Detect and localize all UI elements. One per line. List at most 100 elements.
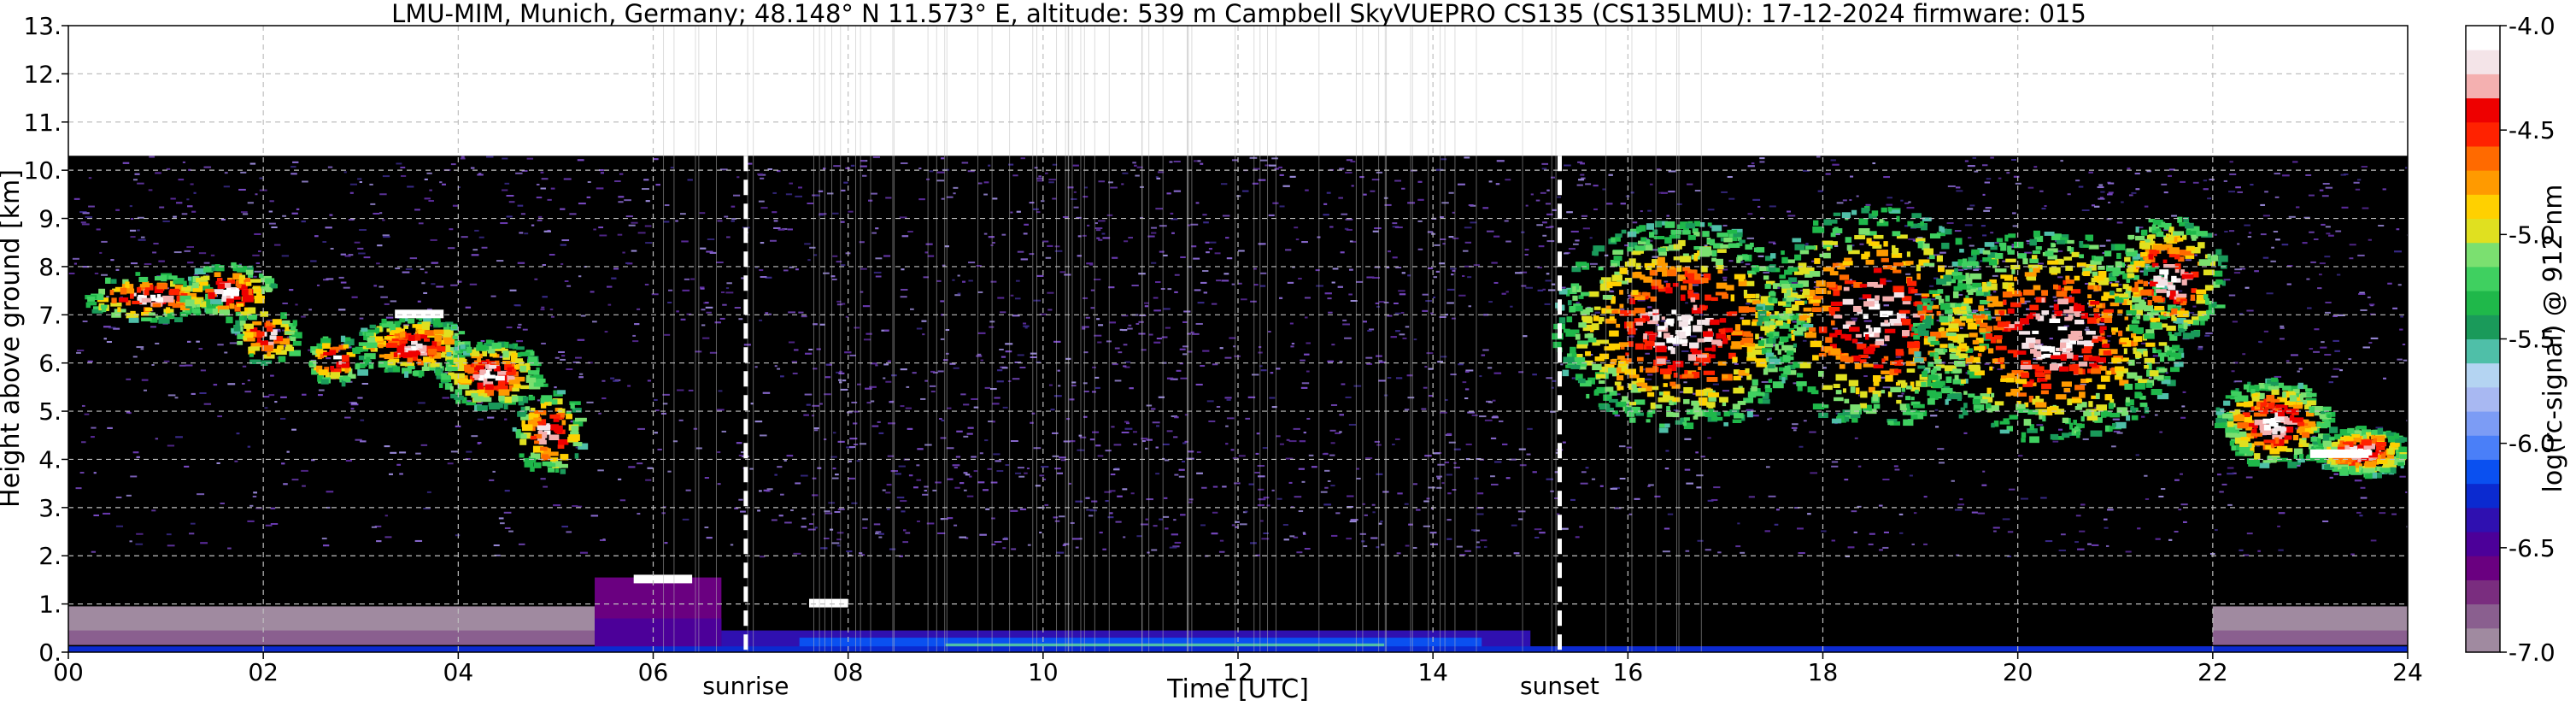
cloud-cell bbox=[381, 318, 387, 324]
cloud-cell bbox=[483, 377, 488, 384]
noise-cell bbox=[1096, 318, 1100, 321]
noise-cell bbox=[1364, 514, 1368, 516]
noise-cell bbox=[1956, 190, 1963, 192]
noise-cell bbox=[273, 244, 281, 246]
noise-cell bbox=[1165, 527, 1169, 530]
noise-cell bbox=[644, 283, 649, 285]
noise-cell bbox=[1030, 421, 1034, 424]
noise-cell bbox=[1939, 251, 1946, 254]
noise-cell bbox=[1233, 345, 1236, 348]
noise-cell bbox=[2168, 538, 2173, 541]
cloud-cell bbox=[1645, 331, 1654, 336]
noise-cell bbox=[1329, 226, 1334, 228]
noise-cell bbox=[2178, 509, 2182, 511]
noise-cell bbox=[1402, 337, 1407, 339]
noise-cell bbox=[289, 289, 294, 291]
cloud-cell bbox=[553, 417, 560, 422]
noise-cell bbox=[901, 268, 905, 271]
noise-cell bbox=[213, 384, 218, 386]
boundary-layer-band bbox=[595, 618, 722, 648]
noise-cell bbox=[695, 350, 702, 353]
noise-cell bbox=[1982, 234, 1987, 237]
noise-cell bbox=[1797, 527, 1804, 530]
noise-cell bbox=[2356, 179, 2362, 181]
cloud-cell bbox=[192, 285, 203, 292]
cloud-cell bbox=[519, 438, 527, 445]
cloud-cell bbox=[455, 389, 462, 396]
noise-cell bbox=[1610, 487, 1618, 490]
noise-cell bbox=[1401, 187, 1405, 190]
noise-cell bbox=[431, 283, 436, 285]
noise-cell bbox=[1202, 350, 1210, 352]
noise-cell bbox=[757, 509, 760, 512]
cloud-cell bbox=[369, 324, 376, 329]
noise-cell bbox=[801, 526, 807, 528]
noise-cell bbox=[760, 556, 766, 558]
cloud-cell bbox=[478, 360, 489, 365]
noise-cell bbox=[610, 377, 615, 379]
noise-cell bbox=[996, 470, 1004, 473]
noise-cell bbox=[2332, 339, 2339, 342]
noise-cell bbox=[1564, 252, 1569, 255]
cloud-cell bbox=[316, 365, 323, 373]
noise-cell bbox=[2140, 342, 2146, 344]
noise-cell bbox=[823, 168, 826, 170]
noise-cell bbox=[738, 498, 743, 501]
noise-cell bbox=[2135, 454, 2139, 456]
noise-cell bbox=[1083, 196, 1088, 198]
noise-cell bbox=[1308, 454, 1314, 456]
noise-cell bbox=[384, 445, 390, 448]
noise-cell bbox=[599, 539, 606, 542]
noise-cell bbox=[1882, 386, 1891, 389]
noise-cell bbox=[1057, 369, 1060, 372]
noise-cell bbox=[1147, 235, 1155, 238]
noise-cell bbox=[606, 285, 613, 288]
noise-cell bbox=[1279, 205, 1285, 208]
noise-cell bbox=[1112, 363, 1118, 366]
noise-cell bbox=[1125, 422, 1130, 425]
noise-cell bbox=[1231, 283, 1235, 285]
cloud-cell bbox=[469, 375, 474, 382]
noise-cell bbox=[1468, 204, 1474, 207]
noise-cell bbox=[601, 379, 606, 382]
noise-cell bbox=[1019, 508, 1027, 510]
noise-cell bbox=[1954, 230, 1962, 232]
noise-cell bbox=[1153, 341, 1161, 344]
noise-cell bbox=[1429, 543, 1438, 545]
noise-cell bbox=[1831, 461, 1839, 463]
noise-cell bbox=[1537, 289, 1544, 291]
noise-cell bbox=[994, 397, 1000, 399]
noise-cell bbox=[81, 404, 85, 407]
noise-cell bbox=[220, 503, 225, 505]
noise-cell bbox=[1448, 236, 1454, 238]
noise-cell bbox=[1132, 162, 1136, 164]
noise-cell bbox=[2045, 540, 2053, 543]
cloud-cell bbox=[446, 351, 452, 357]
noise-cell bbox=[1153, 309, 1161, 312]
noise-cell bbox=[1195, 383, 1203, 385]
noise-cell bbox=[765, 312, 769, 315]
noise-cell bbox=[1831, 465, 1839, 468]
noise-cell bbox=[587, 180, 591, 183]
noise-cell bbox=[1546, 478, 1553, 480]
noise-cell bbox=[1014, 361, 1022, 363]
noise-cell bbox=[1791, 427, 1798, 429]
noise-cell bbox=[327, 166, 333, 168]
noise-cell bbox=[1121, 183, 1124, 185]
noise-cell bbox=[1146, 498, 1153, 501]
noise-cell bbox=[1289, 535, 1295, 538]
cloud-cell bbox=[214, 272, 221, 278]
cloud-cell bbox=[117, 307, 121, 313]
noise-cell bbox=[706, 250, 713, 253]
noise-cell bbox=[2392, 307, 2398, 309]
cloud-cell bbox=[419, 344, 427, 352]
noise-cell bbox=[88, 205, 95, 208]
noise-cell bbox=[1072, 538, 1080, 540]
noise-cell bbox=[932, 489, 937, 491]
noise-cell bbox=[593, 228, 597, 231]
noise-cell bbox=[997, 297, 1005, 299]
noise-cell bbox=[705, 301, 709, 303]
noise-cell bbox=[657, 448, 662, 450]
cloud-cell bbox=[476, 344, 487, 351]
noise-cell bbox=[1085, 497, 1090, 499]
